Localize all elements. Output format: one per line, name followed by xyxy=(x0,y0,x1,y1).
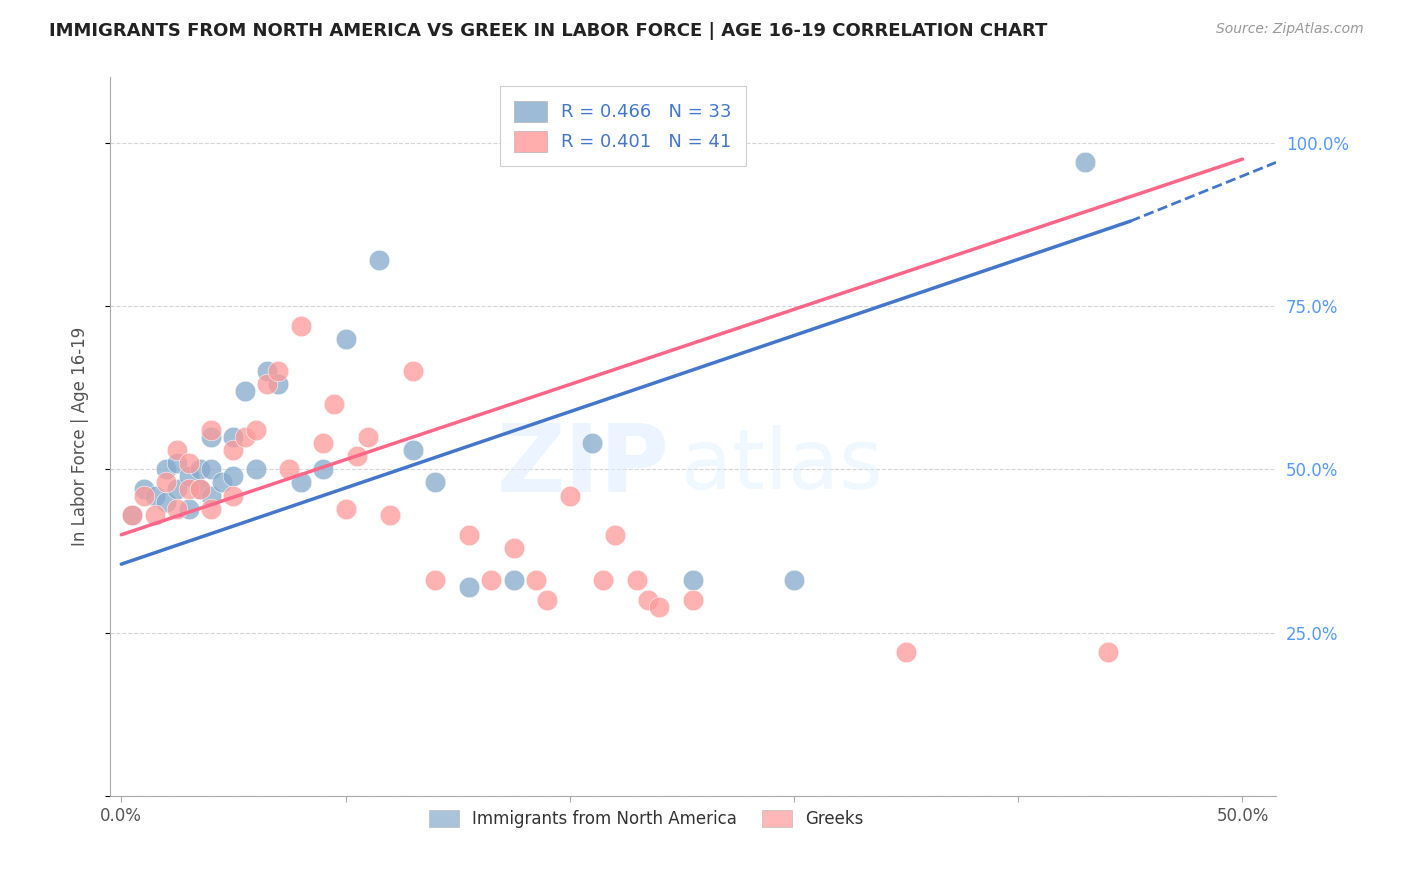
Point xyxy=(222,469,245,483)
Point xyxy=(457,528,479,542)
Point xyxy=(380,508,402,523)
Text: atlas: atlas xyxy=(682,425,883,506)
Point xyxy=(132,482,155,496)
Point xyxy=(166,482,188,496)
Point xyxy=(267,377,290,392)
Point xyxy=(346,450,368,464)
Point xyxy=(200,430,222,444)
Point xyxy=(425,574,447,588)
Point xyxy=(682,593,704,607)
Legend: Immigrants from North America, Greeks: Immigrants from North America, Greeks xyxy=(422,803,870,835)
Point xyxy=(177,501,200,516)
Point xyxy=(502,574,524,588)
Point xyxy=(524,574,547,588)
Point xyxy=(222,430,245,444)
Point xyxy=(357,430,380,444)
Point xyxy=(200,423,222,437)
Point xyxy=(581,436,603,450)
Point xyxy=(200,489,222,503)
Point xyxy=(166,456,188,470)
Point xyxy=(256,377,278,392)
Point xyxy=(188,482,211,496)
Point xyxy=(211,475,233,490)
Point xyxy=(155,475,177,490)
Point xyxy=(177,469,200,483)
Point xyxy=(177,482,200,496)
Point xyxy=(368,253,391,268)
Point xyxy=(894,645,917,659)
Point xyxy=(245,462,267,476)
Point xyxy=(1074,155,1097,169)
Point xyxy=(166,442,188,457)
Text: IMMIGRANTS FROM NORTH AMERICA VS GREEK IN LABOR FORCE | AGE 16-19 CORRELATION CH: IMMIGRANTS FROM NORTH AMERICA VS GREEK I… xyxy=(49,22,1047,40)
Point xyxy=(783,574,806,588)
Point xyxy=(558,489,581,503)
Point xyxy=(323,397,346,411)
Point xyxy=(682,574,704,588)
Text: Source: ZipAtlas.com: Source: ZipAtlas.com xyxy=(1216,22,1364,37)
Point xyxy=(233,384,256,398)
Point xyxy=(132,489,155,503)
Point xyxy=(502,541,524,555)
Point xyxy=(278,462,301,476)
Point xyxy=(267,364,290,378)
Point xyxy=(425,475,447,490)
Point xyxy=(290,318,312,333)
Point xyxy=(312,436,335,450)
Point xyxy=(648,599,671,614)
Point xyxy=(222,489,245,503)
Point xyxy=(256,364,278,378)
Point xyxy=(402,364,425,378)
Point xyxy=(626,574,648,588)
Point xyxy=(312,462,335,476)
Point xyxy=(637,593,659,607)
Point xyxy=(536,593,558,607)
Point xyxy=(1097,645,1119,659)
Point xyxy=(177,456,200,470)
Point xyxy=(290,475,312,490)
Point xyxy=(245,423,267,437)
Point xyxy=(155,495,177,509)
Point xyxy=(200,501,222,516)
Point xyxy=(457,580,479,594)
Point xyxy=(121,508,143,523)
Point xyxy=(143,508,166,523)
Point xyxy=(188,482,211,496)
Y-axis label: In Labor Force | Age 16-19: In Labor Force | Age 16-19 xyxy=(72,327,89,547)
Point xyxy=(592,574,614,588)
Point xyxy=(155,462,177,476)
Text: ZIP: ZIP xyxy=(496,419,669,511)
Point xyxy=(479,574,502,588)
Point xyxy=(166,501,188,516)
Point xyxy=(233,430,256,444)
Point xyxy=(335,501,357,516)
Point xyxy=(200,462,222,476)
Point xyxy=(603,528,626,542)
Point xyxy=(402,442,425,457)
Point xyxy=(188,462,211,476)
Point xyxy=(335,332,357,346)
Point xyxy=(143,489,166,503)
Point xyxy=(222,442,245,457)
Point xyxy=(121,508,143,523)
